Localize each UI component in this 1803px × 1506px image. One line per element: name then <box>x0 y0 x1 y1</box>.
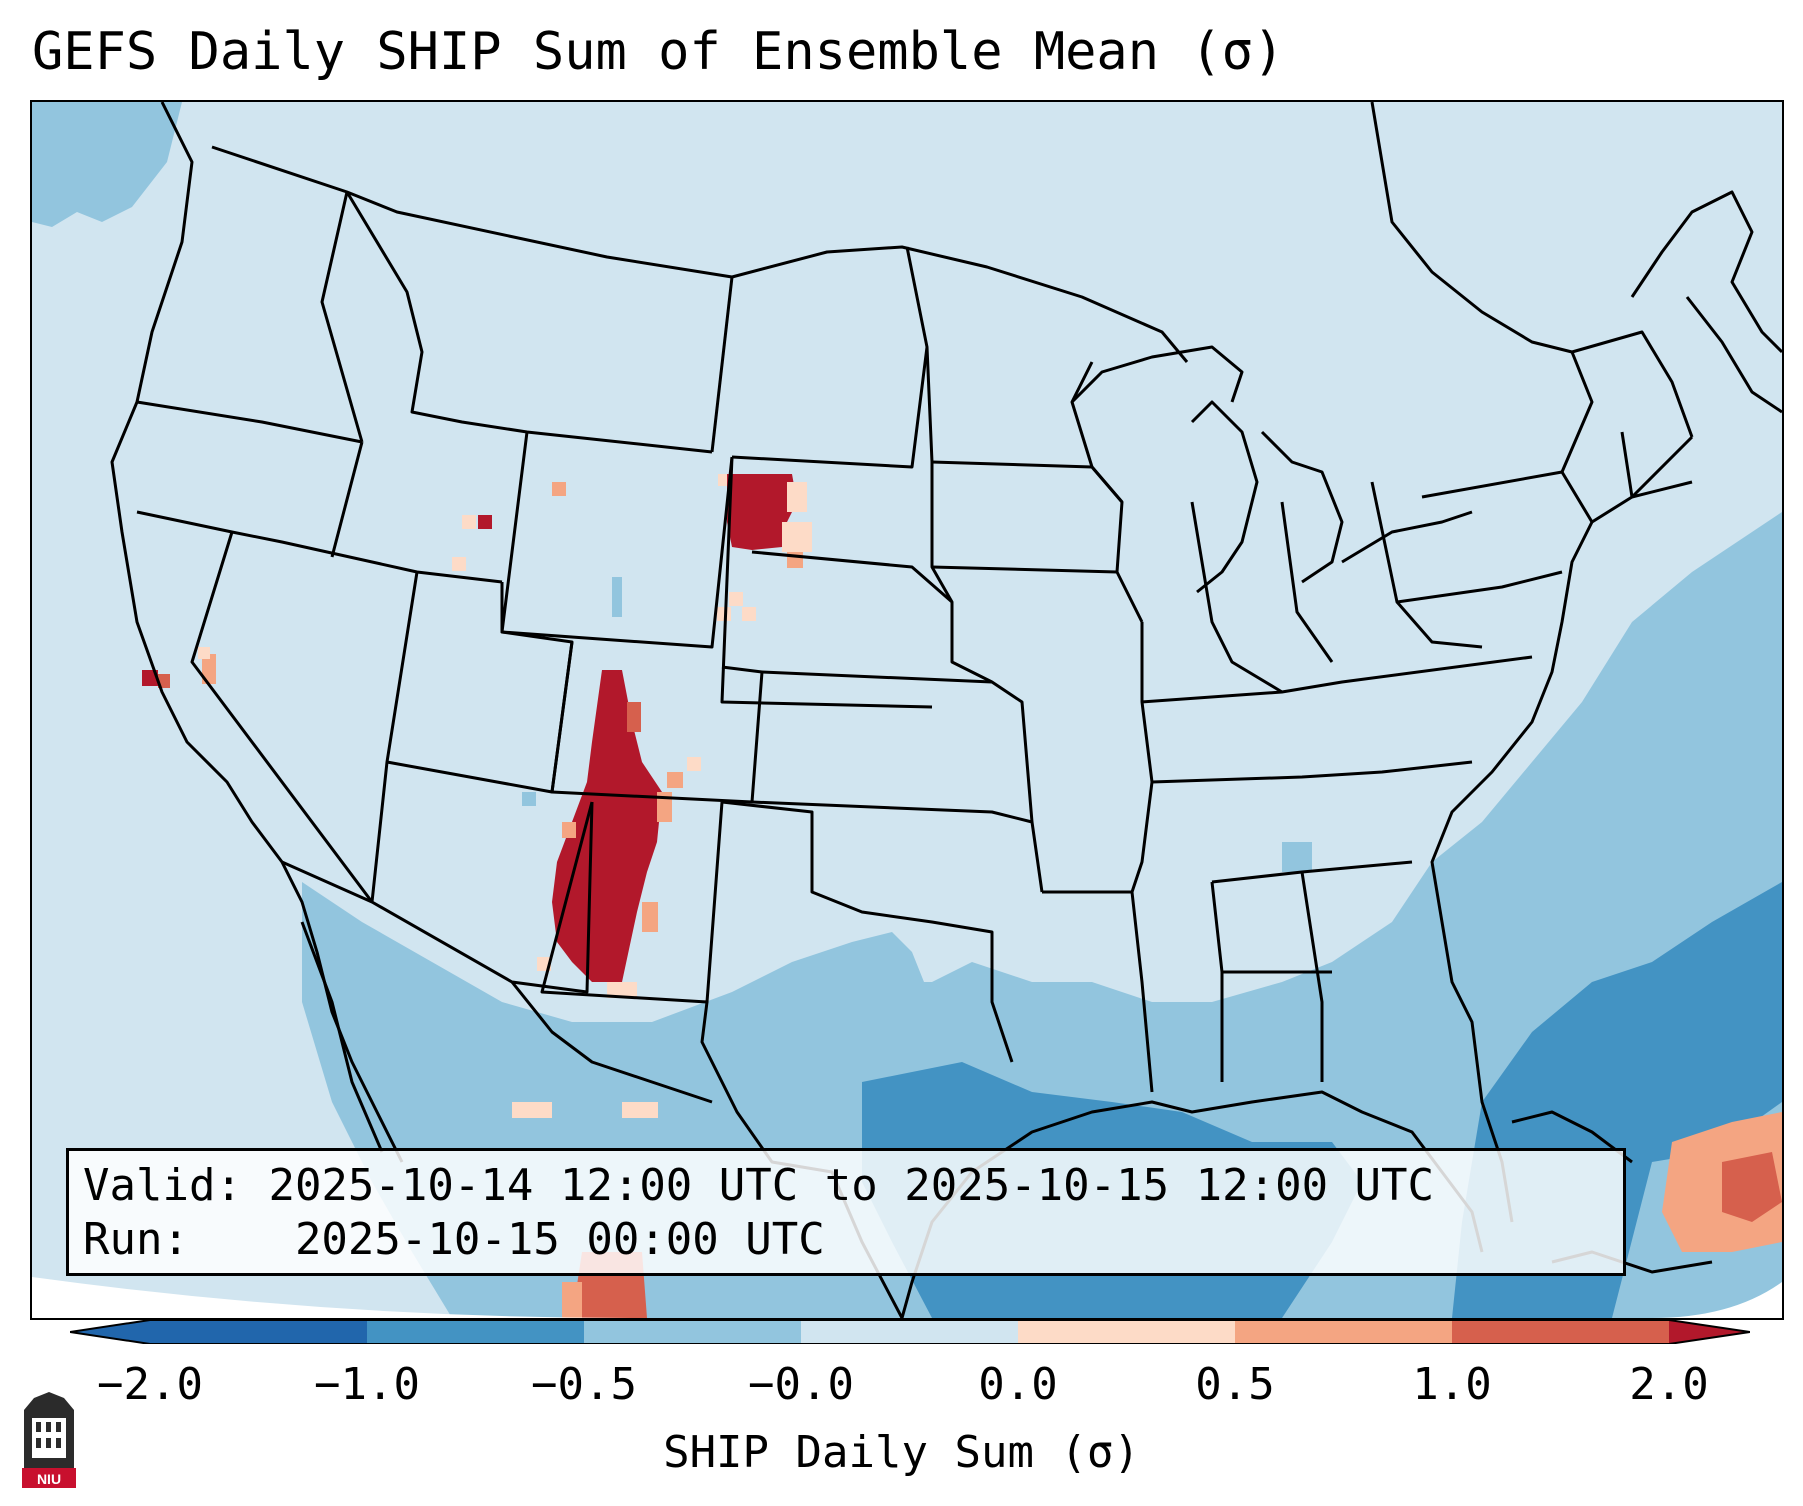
valid-time-box: Valid: 2025-10-14 12:00 UTC to 2025-10-1… <box>66 1148 1626 1276</box>
colorbar-bin <box>367 1320 584 1344</box>
colorbar-tick-label: −2.0 <box>97 1359 203 1410</box>
colorbar-tick-label: 1.0 <box>1412 1359 1492 1410</box>
colorbar-tick-label: 2.0 <box>1629 1359 1709 1410</box>
valid-value: 2025-10-14 12:00 UTC to 2025-10-15 12:00… <box>268 1160 1435 1211</box>
anomaly-field <box>32 102 1782 1318</box>
logo-text: NIU <box>37 1471 61 1487</box>
niu-logo-icon: NIU <box>22 1392 76 1488</box>
run-label: Run: <box>83 1214 189 1265</box>
colorbar-bin <box>150 1320 367 1344</box>
colorbar-bin <box>1018 1320 1235 1344</box>
colorbar-tick-label: −1.0 <box>314 1359 420 1410</box>
valid-label: Valid: <box>83 1160 242 1211</box>
valid-row: Valid: 2025-10-14 12:00 UTC to 2025-10-1… <box>83 1159 1609 1213</box>
colorbar-tick-label: 0.0 <box>978 1359 1058 1410</box>
colorbar-extend-low <box>70 1320 150 1344</box>
colorbar-bin <box>1235 1320 1452 1344</box>
colorbar-label: SHIP Daily Sum (σ) <box>663 1427 1140 1478</box>
map-title: GEFS Daily SHIP Sum of Ensemble Mean (σ) <box>32 22 1285 82</box>
run-value: 2025-10-15 00:00 UTC <box>294 1214 825 1265</box>
colorbar-bin <box>1452 1320 1669 1344</box>
colorbar-tick-label: 0.5 <box>1195 1359 1275 1410</box>
map-panel[interactable] <box>30 100 1784 1320</box>
map-canvas <box>32 102 1782 1318</box>
colorbar-bin <box>584 1320 801 1344</box>
colorbar-bin <box>801 1320 1018 1344</box>
run-row: Run: 2025-10-15 00:00 UTC <box>83 1213 1609 1267</box>
colorbar-tick-label: −0.5 <box>531 1359 637 1410</box>
colorbar-tick-label: −0.0 <box>748 1359 854 1410</box>
colorbar-extend-high <box>1669 1320 1750 1344</box>
colorbar <box>70 1320 1750 1344</box>
